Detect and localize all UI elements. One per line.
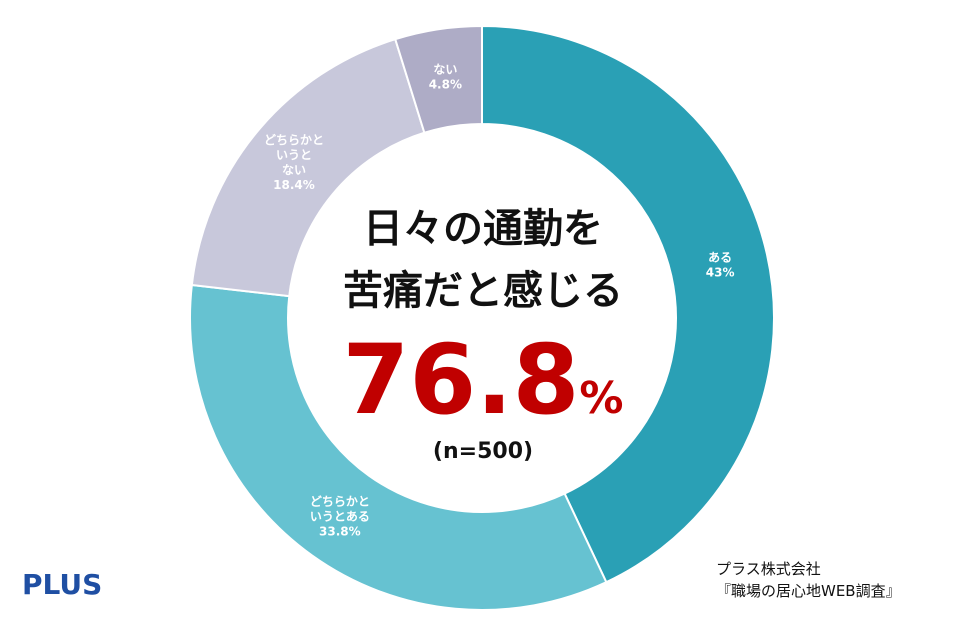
- slice-name-0: ある: [708, 250, 732, 264]
- highlight-value: 76.8: [343, 324, 580, 436]
- slice-label-3: ない 4.8%: [429, 62, 462, 91]
- slice-label-2: どちらかというとない 18.4%: [264, 133, 324, 192]
- donut-slice-3: [394, 24, 483, 135]
- source-credit: プラス株式会社 『職場の居心地WEB調査』: [716, 558, 901, 602]
- donut-slices: [189, 24, 775, 611]
- source-survey: 『職場の居心地WEB調査』: [716, 582, 901, 600]
- slice-value-0: 43%: [706, 265, 735, 279]
- donut-slice-2: [190, 37, 426, 298]
- slice-value-1: 33.8%: [319, 524, 361, 538]
- slice-name-1: いうとある: [310, 509, 370, 523]
- source-company: プラス株式会社: [716, 560, 821, 578]
- slice-label-0: ある 43%: [706, 250, 735, 279]
- plus-logo: PLUS: [22, 568, 103, 601]
- center-title-line-2: 苦痛だと感じる: [343, 268, 623, 314]
- sample-size: (n=500): [433, 439, 533, 464]
- slice-name-1: どちらかと: [310, 494, 370, 508]
- slice-value-2: 18.4%: [273, 178, 315, 192]
- slice-label-1: どちらかというとある 33.8%: [310, 494, 370, 538]
- slice-value-3: 4.8%: [429, 77, 462, 91]
- slice-name-2: どちらかと: [264, 133, 324, 147]
- highlight-percentage: 76.8%: [343, 324, 624, 436]
- slice-name-2: ない: [282, 163, 306, 177]
- slice-labels: ある 43%どちらかというとある 33.8%どちらかというとない 18.4%ない 4.8…: [264, 62, 735, 538]
- slice-name-3: ない: [433, 62, 457, 76]
- donut-slice-1: [189, 283, 608, 611]
- slice-name-2: いうと: [276, 148, 312, 162]
- center-text: 日々の通勤を 苦痛だと感じる 76.8% (n=500): [343, 206, 624, 464]
- center-title-line-1: 日々の通勤を: [363, 206, 603, 252]
- highlight-unit: %: [579, 373, 623, 424]
- donut-slice-0: [481, 24, 775, 584]
